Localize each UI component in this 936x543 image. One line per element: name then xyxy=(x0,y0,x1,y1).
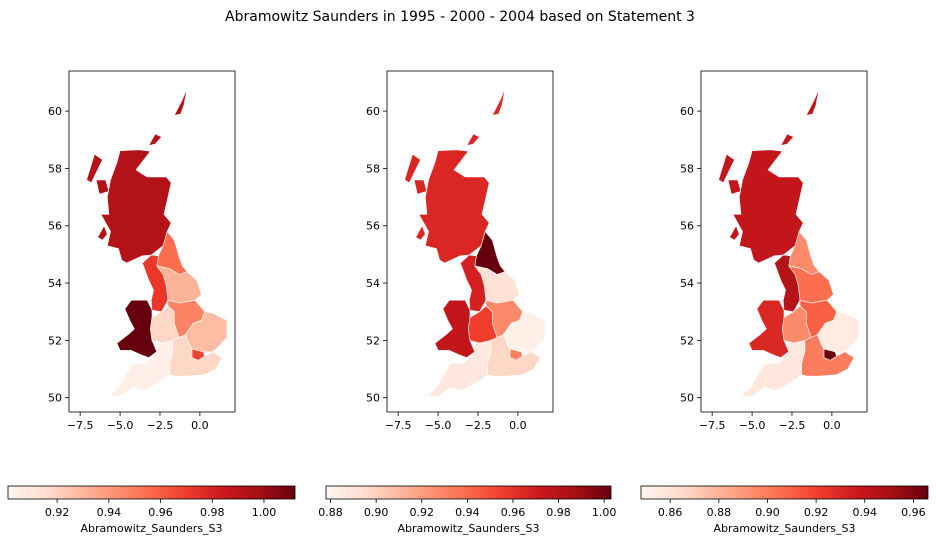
figure-title: Abramowitz Saunders in 1995 - 2000 - 200… xyxy=(225,9,695,25)
colorbar-tick-label: 0.96 xyxy=(148,506,173,519)
region-scotland xyxy=(404,87,506,264)
region-yorkshire-and-the-humber xyxy=(474,265,520,304)
colorbar-gradient xyxy=(325,485,612,500)
y-tick-label: 60 xyxy=(366,105,380,118)
colorbar-tick-label: 0.90 xyxy=(364,506,389,519)
x-tick-label: 0.0 xyxy=(509,419,527,432)
colorbar-tick-label: 0.94 xyxy=(97,506,122,519)
x-tick-label: −2.5 xyxy=(465,419,492,432)
region-south-west xyxy=(108,340,174,397)
colorbar-tick-label: 1.00 xyxy=(592,506,617,519)
colorbar-2000: 0.88 0.90 0.92 0.94 0.96 0.98 1.00 Abramowitz_S… xyxy=(318,485,617,535)
y-tick-label: 60 xyxy=(48,105,62,118)
y-tick-label: 54 xyxy=(366,277,380,290)
map-panel-2000: −7.5 −5.0 −2.5 0.0 50 52 54 56 58 60 xyxy=(366,70,554,432)
axes-frame xyxy=(700,70,868,413)
x-tick-label: −7.5 xyxy=(699,419,726,432)
y-tick-label: 58 xyxy=(366,162,380,175)
colorbar-label: Abramowitz_Saunders_S3 xyxy=(397,522,539,535)
x-tick-label: −5.0 xyxy=(107,419,134,432)
y-tick-label: 50 xyxy=(680,392,694,405)
map-panel-1995: −7.5 −5.0 −2.5 0.0 50 52 54 56 58 60 xyxy=(48,70,236,432)
map-panel-2004: −7.5 −5.0 −2.5 0.0 50 52 54 56 58 60 xyxy=(680,70,868,432)
y-tick-label: 58 xyxy=(680,162,694,175)
y-tick-label: 54 xyxy=(48,277,62,290)
colorbar-gradient xyxy=(640,485,929,500)
colorbar-tick-label: 0.86 xyxy=(658,506,683,519)
axes-frame xyxy=(386,70,554,413)
colorbar-1995: 0.92 0.94 0.96 0.98 1.00 Abramowitz_Saunders_… xyxy=(7,485,296,535)
x-tick-label: −7.5 xyxy=(385,419,412,432)
y-tick-label: 56 xyxy=(680,220,694,233)
y-tick-label: 60 xyxy=(680,105,694,118)
x-tick-label: −2.5 xyxy=(779,419,806,432)
x-tick-label: 0.0 xyxy=(191,419,209,432)
y-tick-label: 56 xyxy=(48,220,62,233)
colorbar-2004: 0.86 0.88 0.90 0.92 0.94 0.96 Abramowitz_Saund… xyxy=(640,485,929,535)
region-south-west xyxy=(426,340,492,397)
y-tick-label: 52 xyxy=(48,334,62,347)
region-scotland xyxy=(86,87,188,264)
y-tick-label: 50 xyxy=(48,392,62,405)
colorbar-tick-label: 0.92 xyxy=(45,506,70,519)
colorbar-tick-label: 0.92 xyxy=(804,506,829,519)
colorbar-tick-label: 0.92 xyxy=(410,506,435,519)
colorbar-tick-label: 0.88 xyxy=(318,506,343,519)
colorbar-tick-label: 0.90 xyxy=(755,506,780,519)
colorbar-tick-label: 1.00 xyxy=(252,506,277,519)
colorbar-gradient xyxy=(7,485,296,500)
y-tick-label: 56 xyxy=(366,220,380,233)
x-tick-label: −5.0 xyxy=(739,419,766,432)
colorbar-tick-label: 0.98 xyxy=(200,506,225,519)
x-tick-label: 0.0 xyxy=(823,419,841,432)
colorbar-tick-label: 0.98 xyxy=(546,506,571,519)
region-south-west xyxy=(740,340,806,397)
region-scotland xyxy=(718,87,820,264)
y-tick-label: 54 xyxy=(680,277,694,290)
colorbar-tick-label: 0.88 xyxy=(707,506,732,519)
region-yorkshire-and-the-humber xyxy=(788,265,834,304)
y-tick-label: 58 xyxy=(48,162,62,175)
colorbar-tick-label: 0.94 xyxy=(853,506,878,519)
x-tick-label: −5.0 xyxy=(425,419,452,432)
colorbar-label: Abramowitz_Saunders_S3 xyxy=(80,522,222,535)
x-tick-label: −7.5 xyxy=(67,419,94,432)
colorbar-tick-label: 0.96 xyxy=(901,506,926,519)
colorbar-tick-label: 0.96 xyxy=(501,506,526,519)
y-tick-label: 50 xyxy=(366,392,380,405)
axes-frame xyxy=(68,70,236,413)
colorbar-label: Abramowitz_Saunders_S3 xyxy=(713,522,855,535)
colorbar-tick-label: 0.94 xyxy=(455,506,480,519)
y-tick-label: 52 xyxy=(366,334,380,347)
y-tick-label: 52 xyxy=(680,334,694,347)
region-yorkshire-and-the-humber xyxy=(156,265,202,304)
x-tick-label: −2.5 xyxy=(147,419,174,432)
